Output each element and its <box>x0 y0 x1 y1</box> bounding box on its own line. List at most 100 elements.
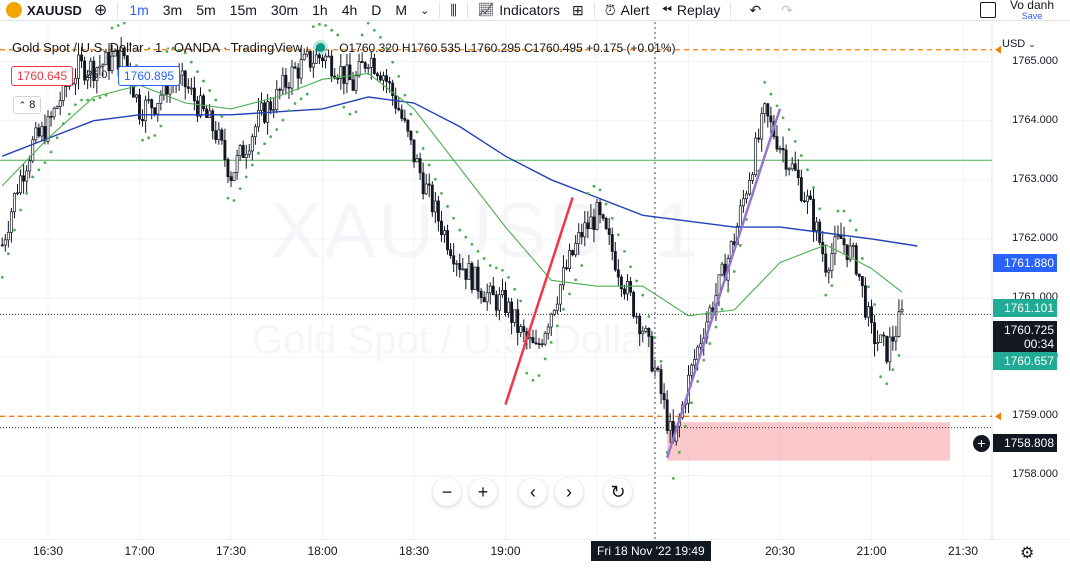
psar-dot <box>891 368 895 372</box>
candle-down <box>122 47 126 57</box>
price-tick-label: 1758.000 <box>1012 468 1058 481</box>
add-alert-plus-icon[interactable]: + <box>973 435 990 452</box>
candle-down <box>223 139 227 160</box>
zoom-out-button[interactable]: − <box>433 478 461 506</box>
psar-dot <box>616 233 620 237</box>
indicators-button[interactable]: 📈︎ Indicators <box>472 0 566 21</box>
candle-down <box>202 95 205 110</box>
psar-dot <box>281 118 285 122</box>
undo-button[interactable]: ↶ <box>735 0 775 21</box>
currency-selector[interactable]: USD ⌄ <box>1002 38 1036 50</box>
candle-up <box>366 67 370 69</box>
replay-button[interactable]: ⏪︎ Replay <box>655 0 726 21</box>
candle-down <box>269 101 273 111</box>
candle-up <box>55 106 59 109</box>
time-axis[interactable]: 16:30 17:00 17:30 18:00 18:30 19:00 20:30 21:00… <box>0 540 992 562</box>
psar-dot <box>836 209 840 213</box>
candle-down <box>458 263 462 270</box>
compare-button[interactable]: ⊕ <box>88 0 113 21</box>
psar-dot <box>647 314 651 318</box>
scroll-right-button[interactable]: › <box>555 478 583 506</box>
timeframe-dropdown-button[interactable]: ⌄ <box>414 0 435 21</box>
candle-down <box>757 137 761 140</box>
psar-dot <box>348 112 352 116</box>
psar-dot <box>80 98 83 102</box>
timeframe-1h[interactable]: 1h <box>312 2 328 18</box>
zoom-in-button[interactable]: + <box>469 478 497 506</box>
candle-up <box>763 103 767 114</box>
price-tick-label: 1765.000 <box>1012 54 1058 67</box>
psar-dot <box>598 188 602 192</box>
timeframe-15m[interactable]: 15m <box>229 2 257 18</box>
psar-dot <box>244 175 248 179</box>
reset-chart-button[interactable]: ↻ <box>604 478 632 506</box>
toolbar-divider <box>117 2 119 18</box>
candle-down <box>287 86 291 89</box>
candle-up <box>95 67 99 81</box>
psar-dot <box>787 128 791 131</box>
candle-up <box>894 335 898 342</box>
timeframe-4h[interactable]: 4h <box>341 2 358 18</box>
layouts-button[interactable]: ⊞ <box>566 0 590 21</box>
timeframe-d[interactable]: D <box>371 2 382 18</box>
candle-up <box>19 175 23 194</box>
ma-slow-price-tag: 1761.880 <box>993 254 1057 272</box>
alert-button[interactable]: ⏰︎ Alert <box>599 0 656 21</box>
psar-dot <box>43 161 47 165</box>
psar-dot <box>165 50 169 53</box>
indicator-collapse-toggle[interactable]: ⌃ 8 <box>13 96 41 114</box>
candle-up <box>327 55 331 58</box>
candle-up <box>833 236 837 255</box>
gear-icon[interactable]: ⚙ <box>1020 545 1035 562</box>
symbol-search[interactable]: XAUUSD <box>0 0 88 21</box>
psar-dot <box>458 228 462 232</box>
candle-down <box>604 217 608 229</box>
chart-type-button[interactable]: ⫼ <box>444 0 462 21</box>
redo-icon: ↷ <box>781 1 793 18</box>
timeframe-30m[interactable]: 30m <box>270 2 299 18</box>
candle-down <box>479 290 483 298</box>
price-tick-label: 1762.000 <box>1012 231 1058 244</box>
candle-up <box>235 155 239 173</box>
psar-dot <box>696 380 700 383</box>
psar-dot <box>92 98 96 102</box>
candle-down <box>211 110 215 132</box>
candle-down <box>183 70 187 88</box>
candle-up <box>89 60 93 76</box>
save-checkbox[interactable] <box>974 0 1002 21</box>
psar-dot <box>269 135 273 139</box>
psar-dot <box>263 142 266 146</box>
save-link[interactable]: Save <box>1021 11 1043 21</box>
sell-price-button[interactable]: 1760.645 <box>11 66 74 86</box>
scroll-left-button[interactable]: ‹ <box>519 478 547 506</box>
psar-dot <box>372 28 376 32</box>
redo-button[interactable]: ↷ <box>775 0 799 21</box>
candle-down <box>372 57 376 75</box>
timeframe-1m[interactable]: 1m <box>129 2 149 18</box>
chevron-right-icon: › <box>566 481 572 502</box>
candle-down <box>452 255 456 265</box>
psar-dot <box>342 105 346 109</box>
buy-price-button[interactable]: 1760.895 <box>118 66 181 86</box>
psar-dot <box>250 163 254 167</box>
psar-dot <box>360 33 364 37</box>
user-name: Vo danh <box>1009 0 1054 12</box>
candle-down <box>385 75 389 82</box>
psar-dot <box>409 112 413 116</box>
candle-up <box>644 327 648 332</box>
timeframe-m[interactable]: M <box>395 2 408 18</box>
psar-dot <box>98 96 102 100</box>
psar-dot <box>183 51 187 55</box>
candle-down <box>220 129 224 141</box>
candle-up <box>595 202 599 230</box>
psar-dot <box>806 168 809 172</box>
price-chart[interactable] <box>0 22 1070 540</box>
psar-dot <box>720 307 724 311</box>
timeframe-5m[interactable]: 5m <box>196 2 216 18</box>
user-menu[interactable]: Vo danh Save <box>1010 0 1054 21</box>
candle-down <box>650 335 654 372</box>
psar-dot <box>208 89 212 92</box>
timeframe-3m[interactable]: 3m <box>162 2 183 18</box>
psar-dot <box>629 265 632 269</box>
candle-down <box>565 267 568 270</box>
